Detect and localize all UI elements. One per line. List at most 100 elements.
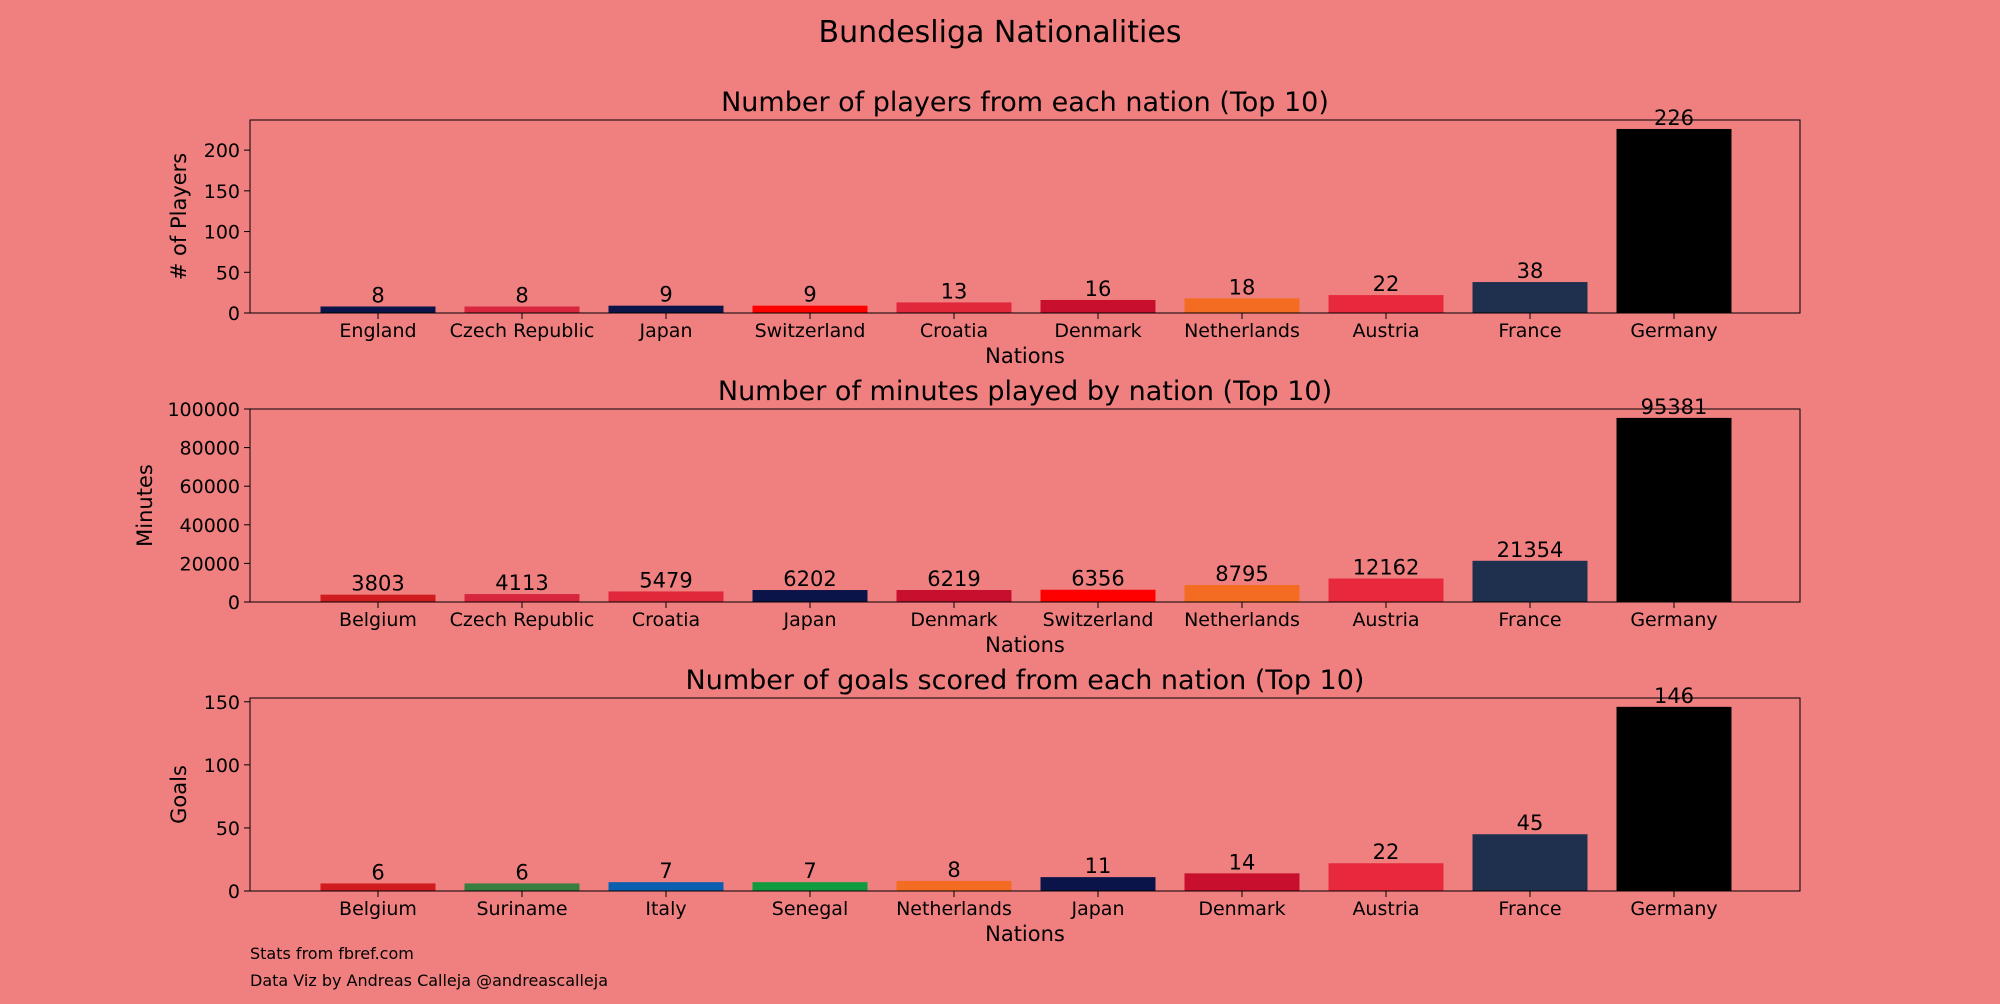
x-axis-label: Nations [985, 922, 1065, 946]
y-tick-label: 100 [204, 755, 240, 777]
x-tick-label: Austria [1352, 898, 1419, 920]
x-tick-label: Denmark [910, 609, 997, 631]
bar-belgium [320, 883, 436, 891]
value-label: 7 [659, 859, 672, 883]
bar-switzerland [1040, 589, 1156, 602]
y-tick-label: 100 [204, 222, 240, 244]
x-tick-label: Italy [645, 898, 686, 920]
x-tick-label: Denmark [1198, 898, 1285, 920]
x-tick-label: Netherlands [896, 898, 1012, 920]
x-tick-label: Belgium [339, 898, 417, 920]
y-tick-label: 60000 [180, 476, 240, 498]
value-label: 95381 [1641, 395, 1708, 419]
value-label: 22 [1373, 840, 1400, 864]
x-tick-label: France [1498, 609, 1561, 631]
bar-austria [1328, 578, 1444, 602]
bar-senegal [752, 882, 868, 891]
value-label: 6202 [783, 567, 836, 591]
bar-czech-republic [464, 306, 580, 313]
plot-frame [249, 408, 1801, 603]
bar-switzerland [752, 305, 868, 313]
value-label: 12162 [1353, 556, 1420, 580]
value-label: 9 [803, 283, 816, 307]
value-label: 22 [1373, 272, 1400, 296]
y-axis-label: # of Players [167, 153, 191, 280]
bar-japan [1040, 877, 1156, 891]
x-tick-label: Senegal [772, 898, 848, 920]
chart-2: Number of minutes played by nation (Top … [133, 376, 1801, 657]
x-tick-label: Austria [1352, 609, 1419, 631]
x-tick-label: England [339, 320, 416, 342]
x-tick-label: France [1498, 320, 1561, 342]
bar-denmark [1040, 299, 1156, 313]
value-label: 14 [1229, 850, 1256, 874]
bar-belgium [320, 594, 436, 602]
value-label: 8795 [1215, 562, 1268, 586]
value-label: 8 [947, 858, 960, 882]
value-label: 7 [803, 859, 816, 883]
bar-denmark [1184, 873, 1300, 891]
value-label: 226 [1654, 106, 1694, 130]
bar-suriname [464, 883, 580, 891]
bar-france [1472, 282, 1588, 313]
chart-1: Number of players from each nation (Top … [167, 87, 1801, 368]
chart-title: Number of players from each nation (Top … [721, 87, 1329, 118]
x-tick-label: Japan [1071, 898, 1125, 920]
bar-austria [1328, 863, 1444, 891]
x-tick-label: Japan [783, 609, 837, 631]
y-tick-label: 200 [204, 140, 240, 162]
x-tick-label: Belgium [339, 609, 417, 631]
bar-netherlands [1184, 298, 1300, 313]
y-tick-label: 100000 [167, 399, 240, 421]
value-label: 16 [1085, 277, 1112, 301]
x-axis-label: Nations [985, 633, 1065, 657]
y-tick-label: 0 [228, 303, 240, 325]
x-tick-label: Denmark [1054, 320, 1141, 342]
value-label: 6 [515, 860, 528, 884]
bar-italy [608, 882, 724, 891]
chart-3: Number of goals scored from each nation … [167, 665, 1801, 946]
value-label: 6 [371, 860, 384, 884]
plot-frame [249, 697, 1801, 892]
value-label: 6356 [1071, 567, 1124, 591]
value-label: 9 [659, 283, 672, 307]
bar-austria [1328, 295, 1444, 313]
value-label: 8 [515, 283, 528, 307]
plot-frame [249, 119, 1801, 314]
x-tick-label: Czech Republic [450, 320, 595, 342]
source-credit: Stats from fbref.com [250, 944, 414, 963]
value-label: 8 [371, 283, 384, 307]
bar-france [1472, 560, 1588, 602]
value-label: 11 [1085, 854, 1112, 878]
y-tick-label: 80000 [180, 438, 240, 460]
bar-croatia [896, 302, 1012, 313]
bar-japan [752, 590, 868, 602]
x-tick-label: Austria [1352, 320, 1419, 342]
bar-czech-republic [464, 594, 580, 602]
x-tick-label: France [1498, 898, 1561, 920]
y-axis-label: Minutes [133, 464, 157, 547]
y-tick-label: 0 [228, 592, 240, 614]
x-tick-label: Japan [639, 320, 693, 342]
x-tick-label: Netherlands [1184, 609, 1300, 631]
x-axis-label: Nations [985, 344, 1065, 368]
bar-croatia [608, 591, 724, 602]
y-tick-label: 150 [204, 181, 240, 203]
chart-title: Number of goals scored from each nation … [686, 665, 1365, 696]
bar-netherlands [1184, 585, 1300, 602]
y-tick-label: 50 [216, 818, 240, 840]
x-tick-label: Croatia [632, 609, 700, 631]
y-tick-label: 150 [204, 692, 240, 714]
bar-england [320, 306, 436, 313]
bar-france [1472, 834, 1588, 891]
author-credit: Data Viz by Andreas Calleja @andreascall… [250, 971, 609, 990]
x-tick-label: Suriname [476, 898, 567, 920]
value-label: 3803 [351, 572, 404, 596]
bar-netherlands [896, 880, 1012, 891]
bar-germany [1616, 417, 1732, 602]
bar-germany [1616, 706, 1732, 891]
value-label: 21354 [1497, 538, 1564, 562]
x-tick-label: Switzerland [755, 320, 866, 342]
